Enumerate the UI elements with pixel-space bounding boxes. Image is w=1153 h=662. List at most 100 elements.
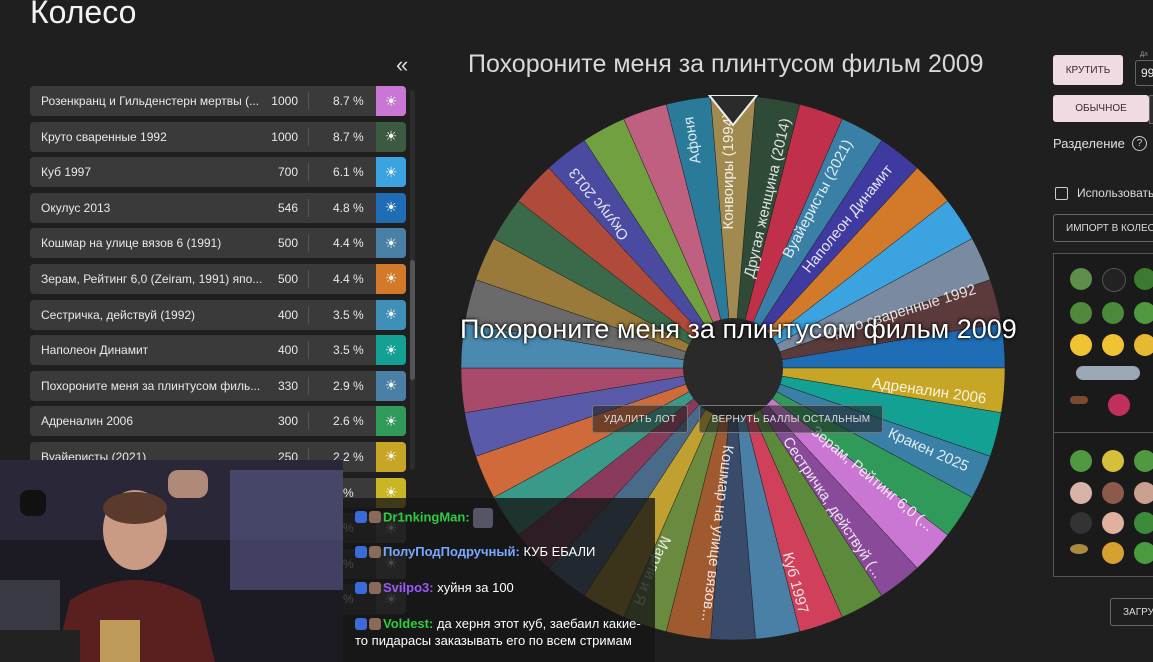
- lot-row[interactable]: Розенкранц и Гильденстерн мертвы (... 100…: [30, 86, 406, 116]
- chat-message: Dr1nkingMan:: [355, 508, 651, 528]
- chat-username[interactable]: Voldest:: [383, 616, 434, 631]
- chat-username[interactable]: Dr1nkingMan:: [383, 509, 470, 525]
- wheel-hub: [683, 318, 783, 418]
- lot-amount[interactable]: 500: [277, 236, 298, 251]
- chat-text: КУБ ЕБАЛИ: [523, 544, 596, 559]
- lot-light-button[interactable]: ☀: [376, 263, 406, 294]
- lot-light-button[interactable]: ☀: [376, 406, 406, 437]
- emote-icon[interactable]: [1070, 482, 1092, 504]
- lot-amount[interactable]: 1000: [271, 94, 298, 108]
- delete-lot-button[interactable]: УДАЛИТЬ ЛОТ: [592, 405, 688, 433]
- lot-row[interactable]: Сестричка, действуй (1992) 400 3.5 % ☀: [30, 299, 406, 330]
- collapse-panel-icon[interactable]: «: [396, 52, 409, 77]
- lot-light-button[interactable]: ☀: [376, 192, 406, 223]
- smiley-emote-icon[interactable]: [1102, 334, 1124, 356]
- chat-username[interactable]: ПолуПодПодручный:: [383, 544, 520, 559]
- lot-name[interactable]: Адреналин 2006: [41, 414, 134, 429]
- chat-username[interactable]: Svilpo3:: [383, 580, 434, 595]
- lot-row[interactable]: Наполеон Динамит 400 3.5 % ☀: [30, 335, 406, 366]
- emote-icon[interactable]: [1102, 542, 1124, 564]
- badge-icon: [355, 581, 367, 594]
- lot-amount[interactable]: 546: [277, 200, 298, 215]
- lightbulb-icon: ☀: [384, 199, 398, 216]
- lot-name[interactable]: Зерам, Рейтинг 6,0 (Zeiram, 1991) япо...: [41, 271, 263, 286]
- pepe-emote-icon[interactable]: [1134, 302, 1153, 324]
- lot-row[interactable]: Куб 1997 700 6.1 % ☀: [30, 157, 406, 188]
- pepe-emote-icon[interactable]: [1070, 268, 1092, 290]
- split-label: Разделение: [1053, 136, 1125, 151]
- eye-emote-icon[interactable]: [1108, 394, 1130, 416]
- lot-amount[interactable]: 400: [277, 343, 298, 358]
- lot-amount[interactable]: 500: [277, 271, 298, 286]
- lot-row[interactable]: Похороните меня за плинтусом филь... 330 2…: [30, 370, 406, 401]
- lot-row[interactable]: Кошмар на улице вязов 6 (1991) 500 4.4 % ☀: [30, 228, 406, 259]
- return-points-button[interactable]: ВЕРНУТЬ БАЛЛЫ ОСТАЛЬНЫМ: [699, 405, 883, 433]
- lot-amount[interactable]: 1000: [271, 129, 298, 144]
- lot-name[interactable]: Розенкранц и Гильденстерн мертвы (...: [41, 94, 260, 108]
- emote-icon[interactable]: [1102, 482, 1124, 504]
- lot-divider: [308, 305, 309, 324]
- lot-light-button[interactable]: ☀: [376, 335, 406, 366]
- badge-icon: [369, 511, 381, 523]
- lot-name[interactable]: Наполеон Динамит: [41, 343, 149, 358]
- lot-row[interactable]: Круто сваренные 1992 1000 8.7 % ☀: [30, 121, 406, 152]
- fish-emote-icon[interactable]: [1076, 366, 1140, 380]
- lot-amount[interactable]: 330: [277, 378, 298, 393]
- lot-amount[interactable]: 300: [277, 414, 298, 429]
- lot-divider: [308, 198, 309, 217]
- import-button[interactable]: ИМПОРТ В КОЛЕС: [1053, 214, 1153, 242]
- chat-message: Svilpo3: хуйня за 100: [355, 580, 651, 597]
- lot-row[interactable]: Адреналин 2006 300 2.6 % ☀: [30, 406, 406, 437]
- lot-amount[interactable]: 400: [277, 307, 298, 322]
- pepe-emote-icon[interactable]: [1134, 268, 1153, 290]
- scrollbar-thumb[interactable]: [410, 260, 415, 380]
- chat-overlay: Dr1nkingMan: ПолуПодПодручный: КУБ ЕБАЛИ…: [343, 498, 655, 662]
- emote-icon[interactable]: [1070, 544, 1088, 554]
- lot-name[interactable]: Сестричка, действуй (1992): [41, 307, 196, 322]
- pepe-emote-icon[interactable]: [1070, 302, 1092, 324]
- lot-divider: [308, 234, 309, 253]
- lightbulb-icon: ☀: [384, 270, 398, 287]
- smiley-emote-icon[interactable]: [1134, 334, 1153, 356]
- lot-light-button[interactable]: ☀: [376, 157, 406, 188]
- lot-light-button[interactable]: ☀: [376, 228, 406, 259]
- duration-input[interactable]: 99: [1135, 60, 1153, 86]
- mode-alt-button[interactable]: [1149, 95, 1153, 124]
- emote-icon[interactable]: [1134, 482, 1153, 504]
- lot-row[interactable]: Зерам, Рейтинг 6,0 (Zeiram, 1991) япо...…: [30, 263, 406, 294]
- lot-name[interactable]: Похороните меня за плинтусом филь...: [41, 378, 261, 393]
- emote-icon[interactable]: [1070, 396, 1088, 404]
- use-checkbox[interactable]: [1055, 187, 1068, 200]
- lot-name[interactable]: Окулус 2013: [41, 200, 111, 215]
- lot-name[interactable]: Круто сваренные 1992: [41, 129, 167, 144]
- mode-normal-button[interactable]: ОБЫЧНОЕ: [1053, 95, 1149, 122]
- lot-percent: 6.1 %: [333, 165, 364, 180]
- lot-light-button[interactable]: ☀: [376, 441, 406, 472]
- smiley-emote-icon[interactable]: [1070, 334, 1092, 356]
- lot-amount[interactable]: 700: [277, 165, 298, 180]
- emote-icon[interactable]: [1134, 542, 1153, 564]
- lot-light-button[interactable]: ☀: [376, 121, 406, 152]
- lot-percent: 3.5 %: [333, 307, 364, 322]
- emote-icon[interactable]: [1134, 512, 1153, 534]
- emote-icon[interactable]: [1102, 512, 1124, 534]
- help-icon[interactable]: ?: [1132, 136, 1147, 151]
- lot-light-button[interactable]: ☀: [376, 86, 406, 116]
- lot-row[interactable]: Окулус 2013 546 4.8 % ☀: [30, 192, 406, 223]
- pepe-emote-icon[interactable]: [1134, 450, 1153, 472]
- emote-icon[interactable]: [1070, 512, 1092, 534]
- lot-light-button[interactable]: ☀: [376, 370, 406, 401]
- emote-icon[interactable]: [1102, 268, 1126, 292]
- lot-name[interactable]: Кошмар на улице вязов 6 (1991): [41, 236, 222, 251]
- pepe-emote-icon[interactable]: [1102, 302, 1124, 324]
- spin-button[interactable]: КРУТИТЬ: [1053, 55, 1123, 85]
- lot-divider: [308, 376, 309, 395]
- lot-name[interactable]: Куб 1997: [41, 165, 92, 180]
- pepe-emote-icon[interactable]: [1070, 450, 1092, 472]
- emote-icon[interactable]: [1102, 450, 1124, 472]
- lightbulb-icon: ☀: [384, 163, 398, 180]
- lot-list-scrollbar[interactable]: [410, 90, 415, 470]
- lot-light-button[interactable]: ☀: [376, 299, 406, 330]
- upload-button[interactable]: ЗАГРУ: [1110, 598, 1153, 626]
- duration-label: Дл: [1140, 52, 1148, 58]
